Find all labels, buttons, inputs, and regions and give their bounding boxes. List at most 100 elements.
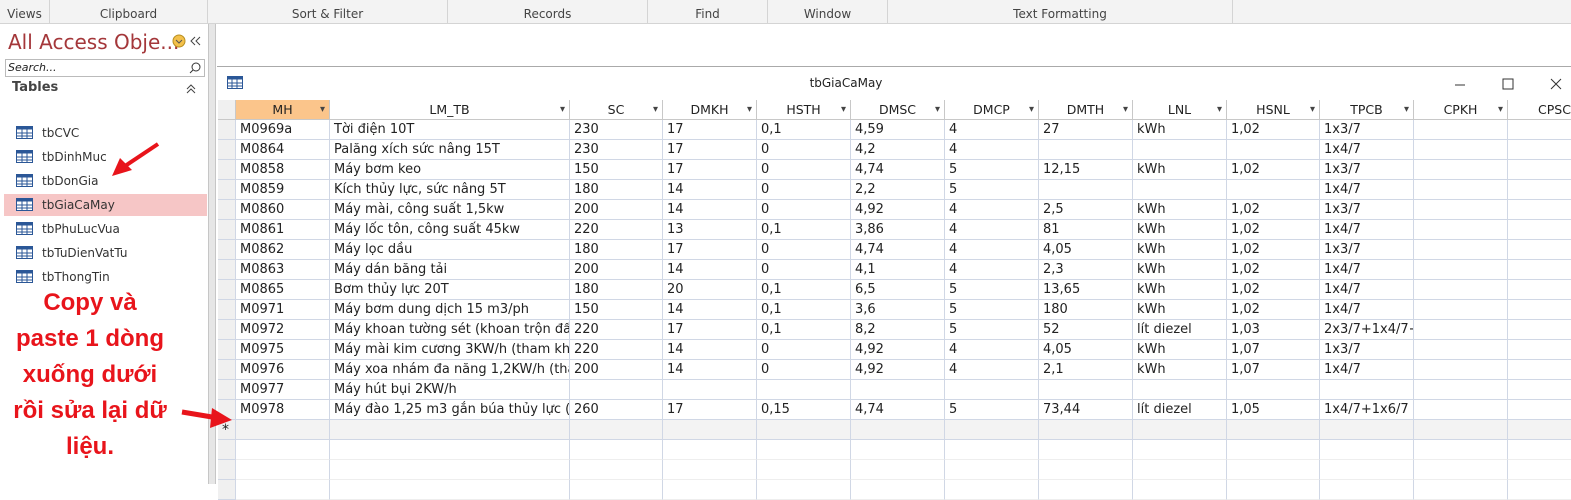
table-cell[interactable]: M0858 (236, 160, 330, 180)
filter-arrow[interactable]: ▾ (652, 104, 658, 115)
table-cell[interactable]: 5 (945, 300, 1039, 320)
empty-cell[interactable] (1133, 420, 1227, 440)
table-cell[interactable]: 20 (663, 280, 757, 300)
table-cell[interactable]: 4 (945, 120, 1039, 140)
filter-arrow[interactable]: ▾ (1309, 104, 1315, 115)
table-cell[interactable]: 14 (663, 200, 757, 220)
table-cell[interactable]: 0,1 (757, 300, 851, 320)
table-cell[interactable]: 180 (570, 180, 663, 200)
table-cell[interactable]: 200 (570, 200, 663, 220)
table-cell[interactable]: kWh (1133, 160, 1227, 180)
table-cell[interactable] (1133, 140, 1227, 160)
column-header[interactable]: LNL ▾ (1133, 100, 1227, 120)
table-cell[interactable]: 0 (757, 260, 851, 280)
table-cell[interactable]: 220 (570, 340, 663, 360)
table-cell[interactable] (1414, 280, 1508, 300)
table-cell[interactable] (1508, 400, 1571, 420)
table-cell[interactable] (1508, 220, 1571, 240)
nav-title[interactable]: All Access Obje... (8, 30, 180, 54)
table-cell[interactable]: 150 (570, 160, 663, 180)
table-cell[interactable]: 4 (945, 220, 1039, 240)
table-cell[interactable]: 180 (570, 280, 663, 300)
table-cell[interactable] (1508, 300, 1571, 320)
table-cell[interactable]: Bơm thủy lực 20T (330, 280, 570, 300)
table-cell[interactable] (1320, 380, 1414, 400)
window-controls[interactable] (1447, 75, 1571, 95)
table-cell[interactable]: M0972 (236, 320, 330, 340)
table-cell[interactable] (1508, 160, 1571, 180)
table-cell[interactable]: 1x4/7 (1320, 260, 1414, 280)
table-cell[interactable] (1508, 280, 1571, 300)
column-header[interactable]: LM_TB ▾ (330, 100, 570, 120)
table-cell[interactable] (1508, 320, 1571, 340)
table-cell[interactable]: 1,02 (1227, 120, 1320, 140)
row-selector[interactable] (218, 340, 236, 360)
table-cell[interactable] (1414, 260, 1508, 280)
table-cell[interactable] (1414, 140, 1508, 160)
table-cell[interactable]: 1x4/7 (1320, 180, 1414, 200)
table-cell[interactable]: 4,74 (851, 400, 945, 420)
table-cell[interactable]: Palăng xích sức nâng 15T (330, 140, 570, 160)
table-cell[interactable]: M0978 (236, 400, 330, 420)
table-cell[interactable]: 5 (945, 180, 1039, 200)
table-cell[interactable]: 17 (663, 120, 757, 140)
column-header[interactable]: SC ▾ (570, 100, 663, 120)
table-cell[interactable]: 5 (945, 400, 1039, 420)
row-selector[interactable] (218, 260, 236, 280)
table-cell[interactable] (1508, 240, 1571, 260)
search-box[interactable]: Search... (5, 59, 205, 77)
table-cell[interactable]: 4,74 (851, 160, 945, 180)
empty-cell[interactable] (851, 420, 945, 440)
table-cell[interactable]: 17 (663, 400, 757, 420)
table-cell[interactable]: 5 (945, 160, 1039, 180)
table-cell[interactable]: M0860 (236, 200, 330, 220)
row-selector[interactable] (218, 140, 236, 160)
table-cell[interactable]: 1x4/7 (1320, 220, 1414, 240)
table-cell[interactable] (1227, 140, 1320, 160)
table-cell[interactable]: 0 (757, 240, 851, 260)
table-cell[interactable]: 14 (663, 360, 757, 380)
table-cell[interactable]: 1x3/7 (1320, 240, 1414, 260)
empty-cell[interactable] (1414, 420, 1508, 440)
row-selector[interactable] (218, 240, 236, 260)
table-cell[interactable] (1414, 300, 1508, 320)
empty-cell[interactable] (663, 420, 757, 440)
empty-cell[interactable] (945, 420, 1039, 440)
table-cell[interactable]: 14 (663, 340, 757, 360)
table-cell[interactable]: 4,2 (851, 140, 945, 160)
filter-arrow[interactable]: ▾ (840, 104, 846, 115)
table-cell[interactable] (1508, 140, 1571, 160)
table-cell[interactable]: 0,1 (757, 120, 851, 140)
table-cell[interactable]: 1x4/7+1x6/7 (1320, 400, 1414, 420)
table-cell[interactable] (1414, 220, 1508, 240)
row-selector[interactable] (218, 300, 236, 320)
table-cell[interactable]: 4 (945, 340, 1039, 360)
table-cell[interactable]: 220 (570, 220, 663, 240)
table-cell[interactable] (1039, 380, 1133, 400)
table-cell[interactable]: 14 (663, 180, 757, 200)
table-cell[interactable]: 1,02 (1227, 300, 1320, 320)
table-cell[interactable]: 5 (945, 320, 1039, 340)
table-cell[interactable] (1508, 340, 1571, 360)
table-cell[interactable]: 0,1 (757, 280, 851, 300)
table-cell[interactable]: 4 (945, 240, 1039, 260)
column-header[interactable]: MH ▾ (236, 100, 330, 120)
table-cell[interactable]: 1,02 (1227, 260, 1320, 280)
table-cell[interactable]: 180 (570, 240, 663, 260)
table-cell[interactable]: 3,86 (851, 220, 945, 240)
table-cell[interactable]: 1x3/7 (1320, 200, 1414, 220)
table-cell[interactable]: 1x4/7 (1320, 360, 1414, 380)
table-cell[interactable] (1133, 380, 1227, 400)
table-cell[interactable]: 1,02 (1227, 200, 1320, 220)
table-cell[interactable] (1508, 360, 1571, 380)
table-cell[interactable]: M0969a (236, 120, 330, 140)
filter-arrow[interactable]: ▾ (559, 104, 565, 115)
column-header[interactable]: CPSC▾ (1508, 100, 1571, 120)
table-cell[interactable] (663, 380, 757, 400)
table-cell[interactable]: 13 (663, 220, 757, 240)
empty-cell[interactable] (236, 420, 330, 440)
nav-item[interactable]: tbTuDienVatTu (4, 242, 207, 264)
table-cell[interactable]: lít diezel (1133, 400, 1227, 420)
empty-cell[interactable] (1039, 420, 1133, 440)
table-cell[interactable]: 17 (663, 320, 757, 340)
